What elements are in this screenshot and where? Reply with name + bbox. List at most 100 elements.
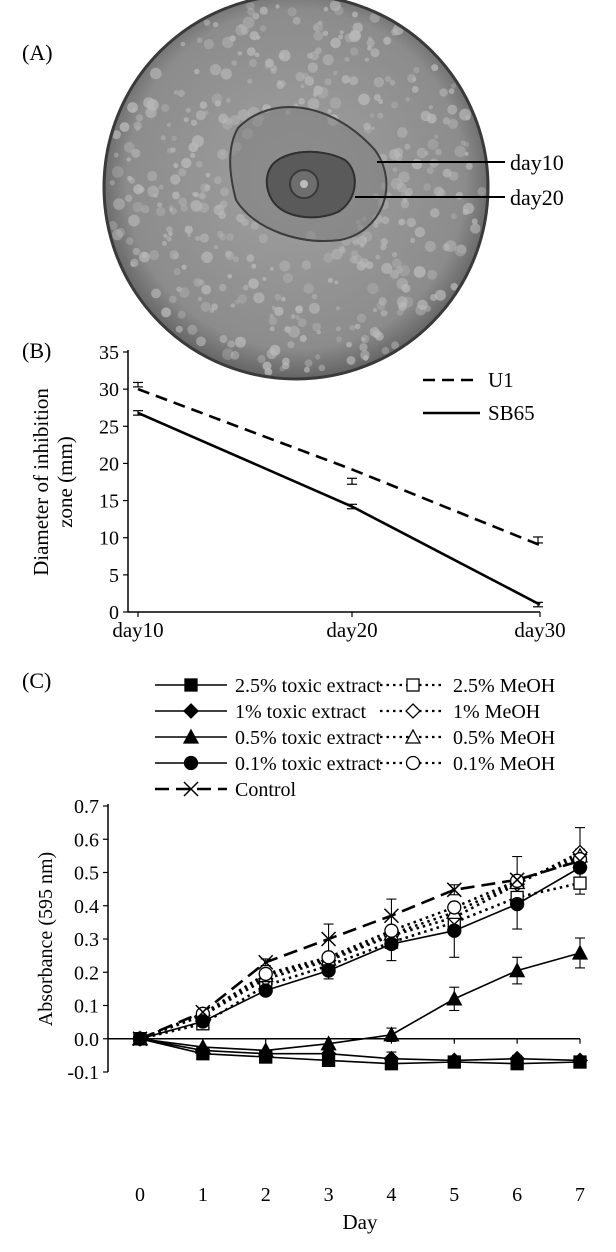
colony-spot [183,117,189,123]
colony-spot [411,85,419,93]
colony-spot [373,222,379,228]
colony-spot [193,192,199,198]
colony-spot [322,54,334,66]
marker-x [195,1004,211,1020]
colony-spot [188,142,199,153]
colony-spot [384,75,392,83]
colony-spot [471,218,478,225]
colony-spot [240,26,249,35]
colony-spot [166,122,171,127]
colony-spot [274,306,284,316]
chart-b-axes: 0 5 10 15 20 25 30 35 day10 day20 day30 Diameter of… [29,342,566,642]
colony-spot [375,332,384,341]
marker-diamond [183,703,199,719]
marker-triangle [383,1026,400,1042]
colony-spot [391,251,398,258]
colony-spot [404,187,414,197]
colony-spot [351,237,359,245]
x-tick-label: 4 [386,1184,396,1206]
colony-spot [242,16,255,29]
colony-spot [279,366,285,372]
colony-spot [205,172,211,178]
marker-x [509,872,525,888]
colony-spot [429,158,439,168]
colony-spot [242,284,249,291]
colony-spot [377,112,384,119]
colony-spot [247,7,256,16]
colony-spot [187,233,192,238]
colony-spot [334,280,339,285]
series-line [139,1038,581,1065]
colony-spot [287,325,300,338]
colony-spot [360,334,370,344]
colony-spot [434,289,446,301]
colony-spot [130,258,139,268]
colony-spot [303,366,310,373]
colony-spot [181,264,187,270]
colony-spot [180,204,188,212]
colony-spot [231,60,238,66]
legend-label: 1% MeOH [453,701,540,723]
colony-spot [185,107,191,113]
colony-spot [330,37,341,49]
colony-spot [199,101,208,109]
chart-c-legend: 2.5% toxic extract 1% toxic extract 0.5% t… [155,675,555,801]
colony-spot [130,261,136,267]
colony-spot [212,21,219,28]
colony-spot [264,368,273,376]
chart-b-error-bars [133,381,543,608]
chart-c: 2.5% toxic extract 1% toxic extract 0.5% t… [35,675,589,1234]
colony-spot [169,250,179,260]
colony-spot [237,294,248,304]
colony-spot [410,237,416,243]
colony-spot [450,213,457,220]
colony-spot [396,296,408,308]
marker-triangle [194,1038,211,1054]
colony-spot [175,325,183,333]
colony-spot [351,11,358,18]
colony-spot [313,30,324,41]
colony-spot [462,208,469,216]
x-tick-label: day10 [112,618,163,642]
marker-circle [509,896,525,912]
colony-spot [304,76,315,86]
colony-spot [141,205,150,214]
colony-spot [269,266,274,271]
colony-spot [307,62,318,73]
y-tick-label: 30 [99,379,119,401]
colony-spot [253,292,265,304]
chart-b-legend: U1 SB65 [423,368,535,425]
colony-spot [336,326,341,332]
colony-spot [193,277,203,287]
colony-spot [348,30,361,42]
colony-spot [391,101,399,109]
marker-x-stroke [446,882,462,898]
colony-spot [411,77,417,82]
colony-spot [390,177,403,190]
y-tick-label: 0.3 [74,929,99,951]
colony-spot [359,258,370,268]
legend-label: 0.5% toxic extract [235,727,381,749]
colony-spot [211,303,219,311]
marker-triangle [320,1035,337,1051]
marker-x-stroke [195,1004,211,1020]
panel-label-a: (A) [22,40,53,65]
label-day10: day10 [510,150,564,175]
colony-spot [235,24,247,36]
colony-spot [416,147,427,159]
legend-label: 0.5% MeOH [453,727,555,749]
marker-circle [447,900,462,915]
colony-spot [439,88,448,97]
marker-x-stroke [572,853,588,869]
colony-spot [275,4,280,9]
colony-spot [426,113,437,124]
series-line [139,1038,581,1062]
chart-b: 0 5 10 15 20 25 30 35 day10 day20 day30 Diameter of… [29,342,566,642]
colony-spot [311,293,318,300]
marker-circle [321,950,336,965]
colony-spot [380,309,388,317]
label-day20: day20 [510,185,564,210]
colony-spot [363,122,371,131]
colony-spot [308,302,320,314]
colony-spot [135,125,141,131]
